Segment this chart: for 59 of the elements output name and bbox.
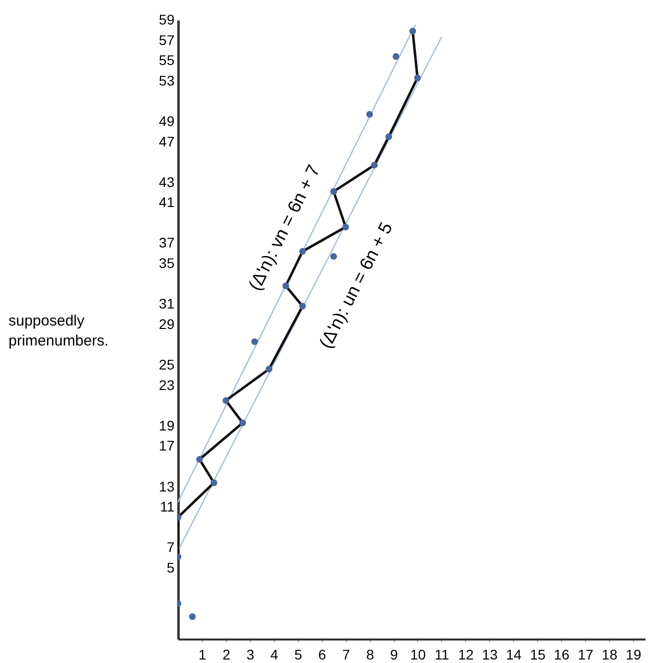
y-tick-label: 47 [158,133,175,150]
x-tick-label: 13 [482,646,498,662]
x-tick-label: 3 [246,646,254,662]
point [251,338,258,346]
point [196,456,203,463]
y-tick-label: 25 [158,356,175,373]
point [414,74,421,82]
y-tick-label: 41 [158,194,175,210]
x-tick-label: 19 [626,646,642,662]
point [330,253,338,260]
point [239,420,246,426]
point [385,133,392,140]
point [330,188,338,195]
point [210,479,218,486]
y-tick-label: 49 [158,112,175,129]
point [222,397,230,404]
x-tick-label: 15 [530,646,546,662]
y-tick-label: 53 [158,72,175,88]
y-tick-label: 11 [160,498,175,515]
x-tick-label: 6 [318,646,326,662]
x-tick-label: 18 [602,646,618,662]
x-tick-label: 12 [458,646,474,662]
x-tick-label: 14 [506,646,522,662]
y-tick-label: 17 [158,438,175,454]
x-tick-label: 9 [390,646,398,662]
y-tick-label: 13 [158,478,175,494]
y-tick-label: 57 [158,32,175,48]
x-tick-label: 1 [198,646,207,662]
y-tick-label: 23 [158,376,175,393]
y-tick-label: 31 [158,296,175,312]
point [299,302,306,310]
y-tick-label: 7 [166,539,175,556]
y-tick-label: 37 [158,234,175,251]
x-tick-label: 8 [366,646,374,662]
x-tick-label: 7 [342,646,350,662]
point [282,282,290,290]
point [392,53,400,60]
point [342,224,349,230]
x-tick-label: 16 [554,646,570,662]
point [266,366,272,372]
x-tick-label: 5 [294,646,302,662]
y-tick-label: 59 [158,12,175,28]
point [366,111,373,118]
y-tick-label: 5 [166,559,175,576]
x-tick-label: 2 [222,646,230,662]
y-tick-label: 19 [158,417,175,434]
x-tick-label: 17 [578,646,594,662]
point [371,162,378,168]
y-tick-label: 35 [158,255,175,272]
y-axis-title: supposedly primenumbers. [8,312,109,350]
y-tick-label: 43 [158,174,175,190]
point [189,613,196,620]
x-tick-label: 11 [434,646,450,662]
y-tick-label: 29 [158,316,175,332]
x-tick-label: 10 [410,646,426,662]
y-tick-label: 55 [158,52,175,68]
point [299,248,306,255]
x-tick-label: 4 [270,646,278,662]
point [409,28,416,35]
